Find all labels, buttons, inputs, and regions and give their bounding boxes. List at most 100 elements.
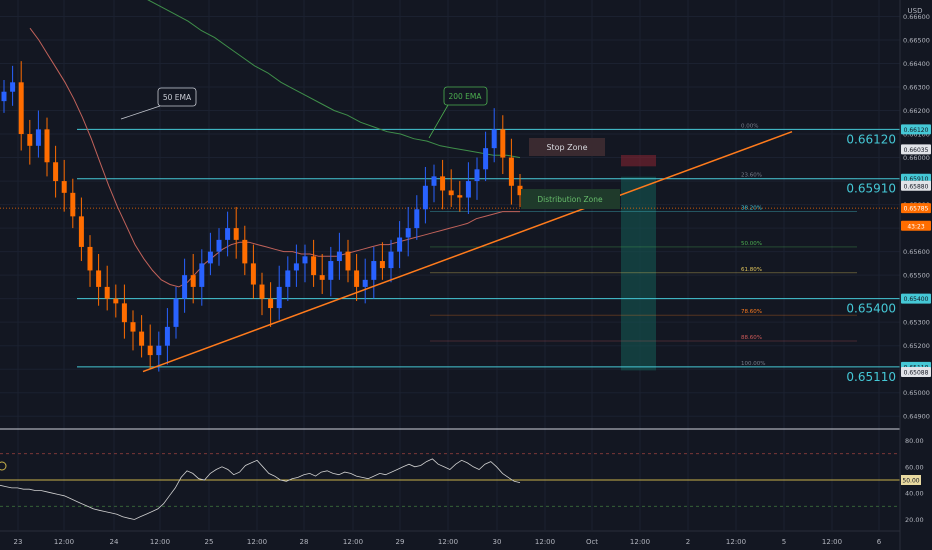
candle-body [448, 190, 454, 196]
time-tick-label: 25 [205, 538, 214, 546]
candle-body [336, 251, 342, 262]
candle-body [53, 162, 59, 182]
price-badge-label: 0.65880 [904, 183, 929, 190]
price-tick-label: 0.66100 [903, 131, 930, 139]
candle-body [130, 322, 136, 332]
time-tick-label: 30 [493, 538, 502, 546]
candle-body [302, 256, 308, 264]
candle-body [173, 298, 179, 327]
candle-body [156, 345, 162, 356]
ema200-callout-pointer [428, 104, 449, 139]
candle-body [182, 275, 188, 299]
ema50-line [29, 27, 520, 288]
price-badge [901, 293, 931, 304]
price-tick-label: 0.66600 [903, 13, 930, 21]
candle-body [225, 228, 231, 240]
candle-body [491, 129, 497, 149]
ascending-trendline [142, 130, 793, 373]
rsi-tick-label: 40.00 [905, 490, 924, 498]
time-tick-label: 12:00 [726, 538, 746, 546]
price-badge-label: 0.66120 [904, 127, 929, 134]
candle-body [371, 261, 377, 280]
annotations: 50 EMA 200 EMA Stop Zone Distribution Zone [120, 86, 620, 209]
price-tick-label: 0.66400 [903, 60, 930, 68]
rsi-tick-label: 60.00 [905, 463, 924, 471]
time-tick-label: Oct [586, 538, 598, 546]
time-tick-label: 29 [396, 538, 405, 546]
candle-body [250, 263, 256, 285]
ema50-callout-label: 50 EMA [163, 93, 192, 102]
price-badge [901, 220, 931, 231]
stop-zone-label-box [529, 138, 605, 156]
candle-body [517, 185, 523, 196]
level-label: 0.66120 [846, 132, 896, 146]
candle-body [121, 303, 127, 323]
candle-body [379, 261, 385, 269]
price-tick-label: 0.66200 [903, 107, 930, 115]
price-badge [901, 367, 931, 378]
candle-body [465, 181, 471, 198]
time-tick-label: 24 [110, 538, 119, 546]
candle-body [18, 82, 24, 135]
candle-body [259, 284, 265, 299]
candlesticks [1, 61, 523, 372]
moving-averages [29, 0, 521, 288]
stop-zone-label: Stop Zone [546, 143, 587, 152]
ema200-callout-box [443, 86, 488, 106]
candle-body [96, 270, 102, 287]
candle-body [431, 176, 437, 186]
candle-body [276, 286, 282, 309]
candle-body [147, 345, 153, 356]
candle-body [199, 263, 205, 287]
time-tick-label: 12:00 [535, 538, 555, 546]
candle-body [440, 176, 446, 191]
price-badge-label: 0.65785 [904, 206, 929, 213]
candle-body [319, 275, 325, 280]
rsi-midline-label: 50.00 [902, 478, 919, 485]
price-tick-label: 0.65500 [903, 272, 930, 280]
price-tick-label: 0.66500 [903, 36, 930, 44]
candle-body [139, 331, 145, 346]
rsi-line [0, 458, 521, 520]
candle-body [457, 195, 463, 198]
candle-body [483, 148, 489, 170]
price-badge [901, 124, 931, 135]
price-tick-label: 0.65000 [903, 389, 930, 397]
candle-body [164, 326, 170, 346]
candle-body [44, 129, 50, 163]
candle-body [35, 129, 41, 146]
price-tick-label: 0.66000 [903, 154, 930, 162]
price-badge [901, 203, 931, 214]
price-badge-label: 0.65400 [904, 296, 929, 303]
candle-body [362, 279, 368, 287]
ema200-line [147, 0, 521, 159]
candle-body [70, 192, 76, 217]
horizontal-levels: 0.66120 0.65910 0.65400 0.65110 [0, 128, 900, 384]
candle-body [345, 251, 351, 271]
candle-body [508, 157, 514, 186]
candle-body [190, 275, 196, 287]
rsi-midline-badge [901, 475, 921, 485]
time-tick-label: 12:00 [54, 538, 74, 546]
trendlines[interactable] [142, 130, 793, 373]
time-tick-label: 2 [686, 538, 690, 546]
candle-body [113, 298, 119, 304]
fib-label: 38.20% [741, 206, 762, 212]
ema50-callout-box [157, 87, 197, 107]
fib-label: 23.60% [741, 173, 762, 179]
stop-zone-box [621, 155, 656, 167]
time-tick-label: 12:00 [822, 538, 842, 546]
candle-body [414, 209, 420, 229]
time-tick-label: 28 [300, 538, 309, 546]
candle-body [27, 134, 33, 146]
candle-body [354, 270, 360, 287]
candle-body [311, 256, 317, 276]
time-tick-label: 12:00 [150, 538, 170, 546]
time-tick-label: 12:00 [247, 538, 267, 546]
price-badge-label: 0.66035 [904, 147, 929, 154]
fib-label: 61.80% [741, 267, 762, 273]
candle-body [207, 251, 213, 264]
candle-body [405, 228, 411, 238]
candle-body [285, 270, 291, 287]
